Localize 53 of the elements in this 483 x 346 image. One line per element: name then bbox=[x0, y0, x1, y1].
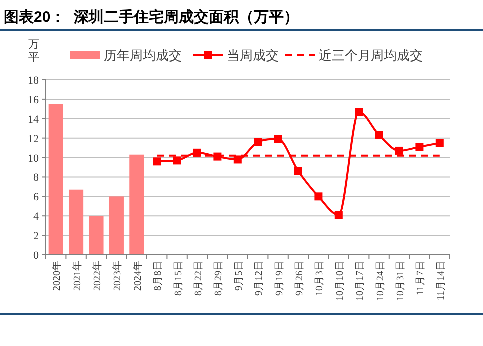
point bbox=[355, 108, 364, 116]
legend-label: 历年周均成交 bbox=[104, 48, 182, 63]
x-tick-label: 8月22日 bbox=[194, 261, 204, 296]
x-tick-label: 2023年 bbox=[112, 261, 124, 291]
bar bbox=[69, 190, 84, 255]
x-tick-label: 11月14日 bbox=[436, 261, 447, 301]
x-tick-label: 2022年 bbox=[92, 261, 104, 291]
point bbox=[375, 131, 384, 140]
point bbox=[274, 135, 282, 144]
bar bbox=[130, 154, 144, 255]
y-tick-label: 16 bbox=[28, 94, 40, 106]
bar bbox=[109, 196, 124, 255]
legend-label: 当周成交 bbox=[227, 48, 279, 63]
y-tick-label: 18 bbox=[28, 75, 40, 87]
point bbox=[294, 167, 302, 176]
y-tick-label: 10 bbox=[28, 152, 40, 165]
legend-label: 近三个月周均成交 bbox=[319, 48, 423, 63]
x-tick-label: 8月15日 bbox=[173, 261, 184, 296]
x-tick-label: 10月17日 bbox=[355, 261, 366, 301]
x-tick-label: 2021年 bbox=[71, 261, 84, 291]
x-tick-label: 2024年 bbox=[132, 261, 144, 291]
x-tick-label: 9月5日 bbox=[234, 261, 245, 291]
y-axis-title: 万平 bbox=[28, 39, 40, 64]
y-tick-label: 6 bbox=[34, 192, 40, 204]
point bbox=[153, 158, 162, 166]
y-tick-label: 8 bbox=[34, 172, 40, 184]
x-tick-label: 11月7日 bbox=[416, 261, 427, 296]
point bbox=[396, 146, 404, 155]
x-tick-label: 10月31日 bbox=[396, 261, 406, 301]
point bbox=[314, 192, 323, 201]
x-tick-label: 10月3日 bbox=[314, 261, 326, 296]
x-tick-label: 2020年 bbox=[51, 261, 64, 291]
x-tick-label: 8月8日 bbox=[153, 261, 164, 291]
y-tick-label: 4 bbox=[34, 211, 40, 224]
point bbox=[436, 139, 444, 148]
bar bbox=[89, 216, 104, 255]
x-tick-label: 8月29日 bbox=[214, 261, 225, 296]
point bbox=[254, 138, 262, 146]
chart-title: 图表20： 深圳二手住宅周成交面积（万平） bbox=[4, 8, 300, 26]
x-tick-label: 9月12日 bbox=[254, 261, 266, 296]
point bbox=[334, 211, 343, 220]
bar bbox=[48, 104, 64, 255]
y-tick-label: 0 bbox=[34, 250, 40, 262]
point bbox=[416, 143, 424, 152]
point bbox=[173, 156, 182, 165]
x-tick-label: 10月10日 bbox=[334, 261, 346, 301]
y-tick-label: 14 bbox=[28, 114, 40, 126]
point bbox=[234, 156, 242, 164]
x-tick-label: 9月19日 bbox=[274, 261, 286, 296]
x-tick-label: 9月26日 bbox=[294, 261, 306, 296]
x-tick-label: 10月24日 bbox=[375, 261, 386, 301]
y-tick-label: 12 bbox=[28, 133, 39, 146]
y-tick-label: 2 bbox=[34, 230, 39, 243]
